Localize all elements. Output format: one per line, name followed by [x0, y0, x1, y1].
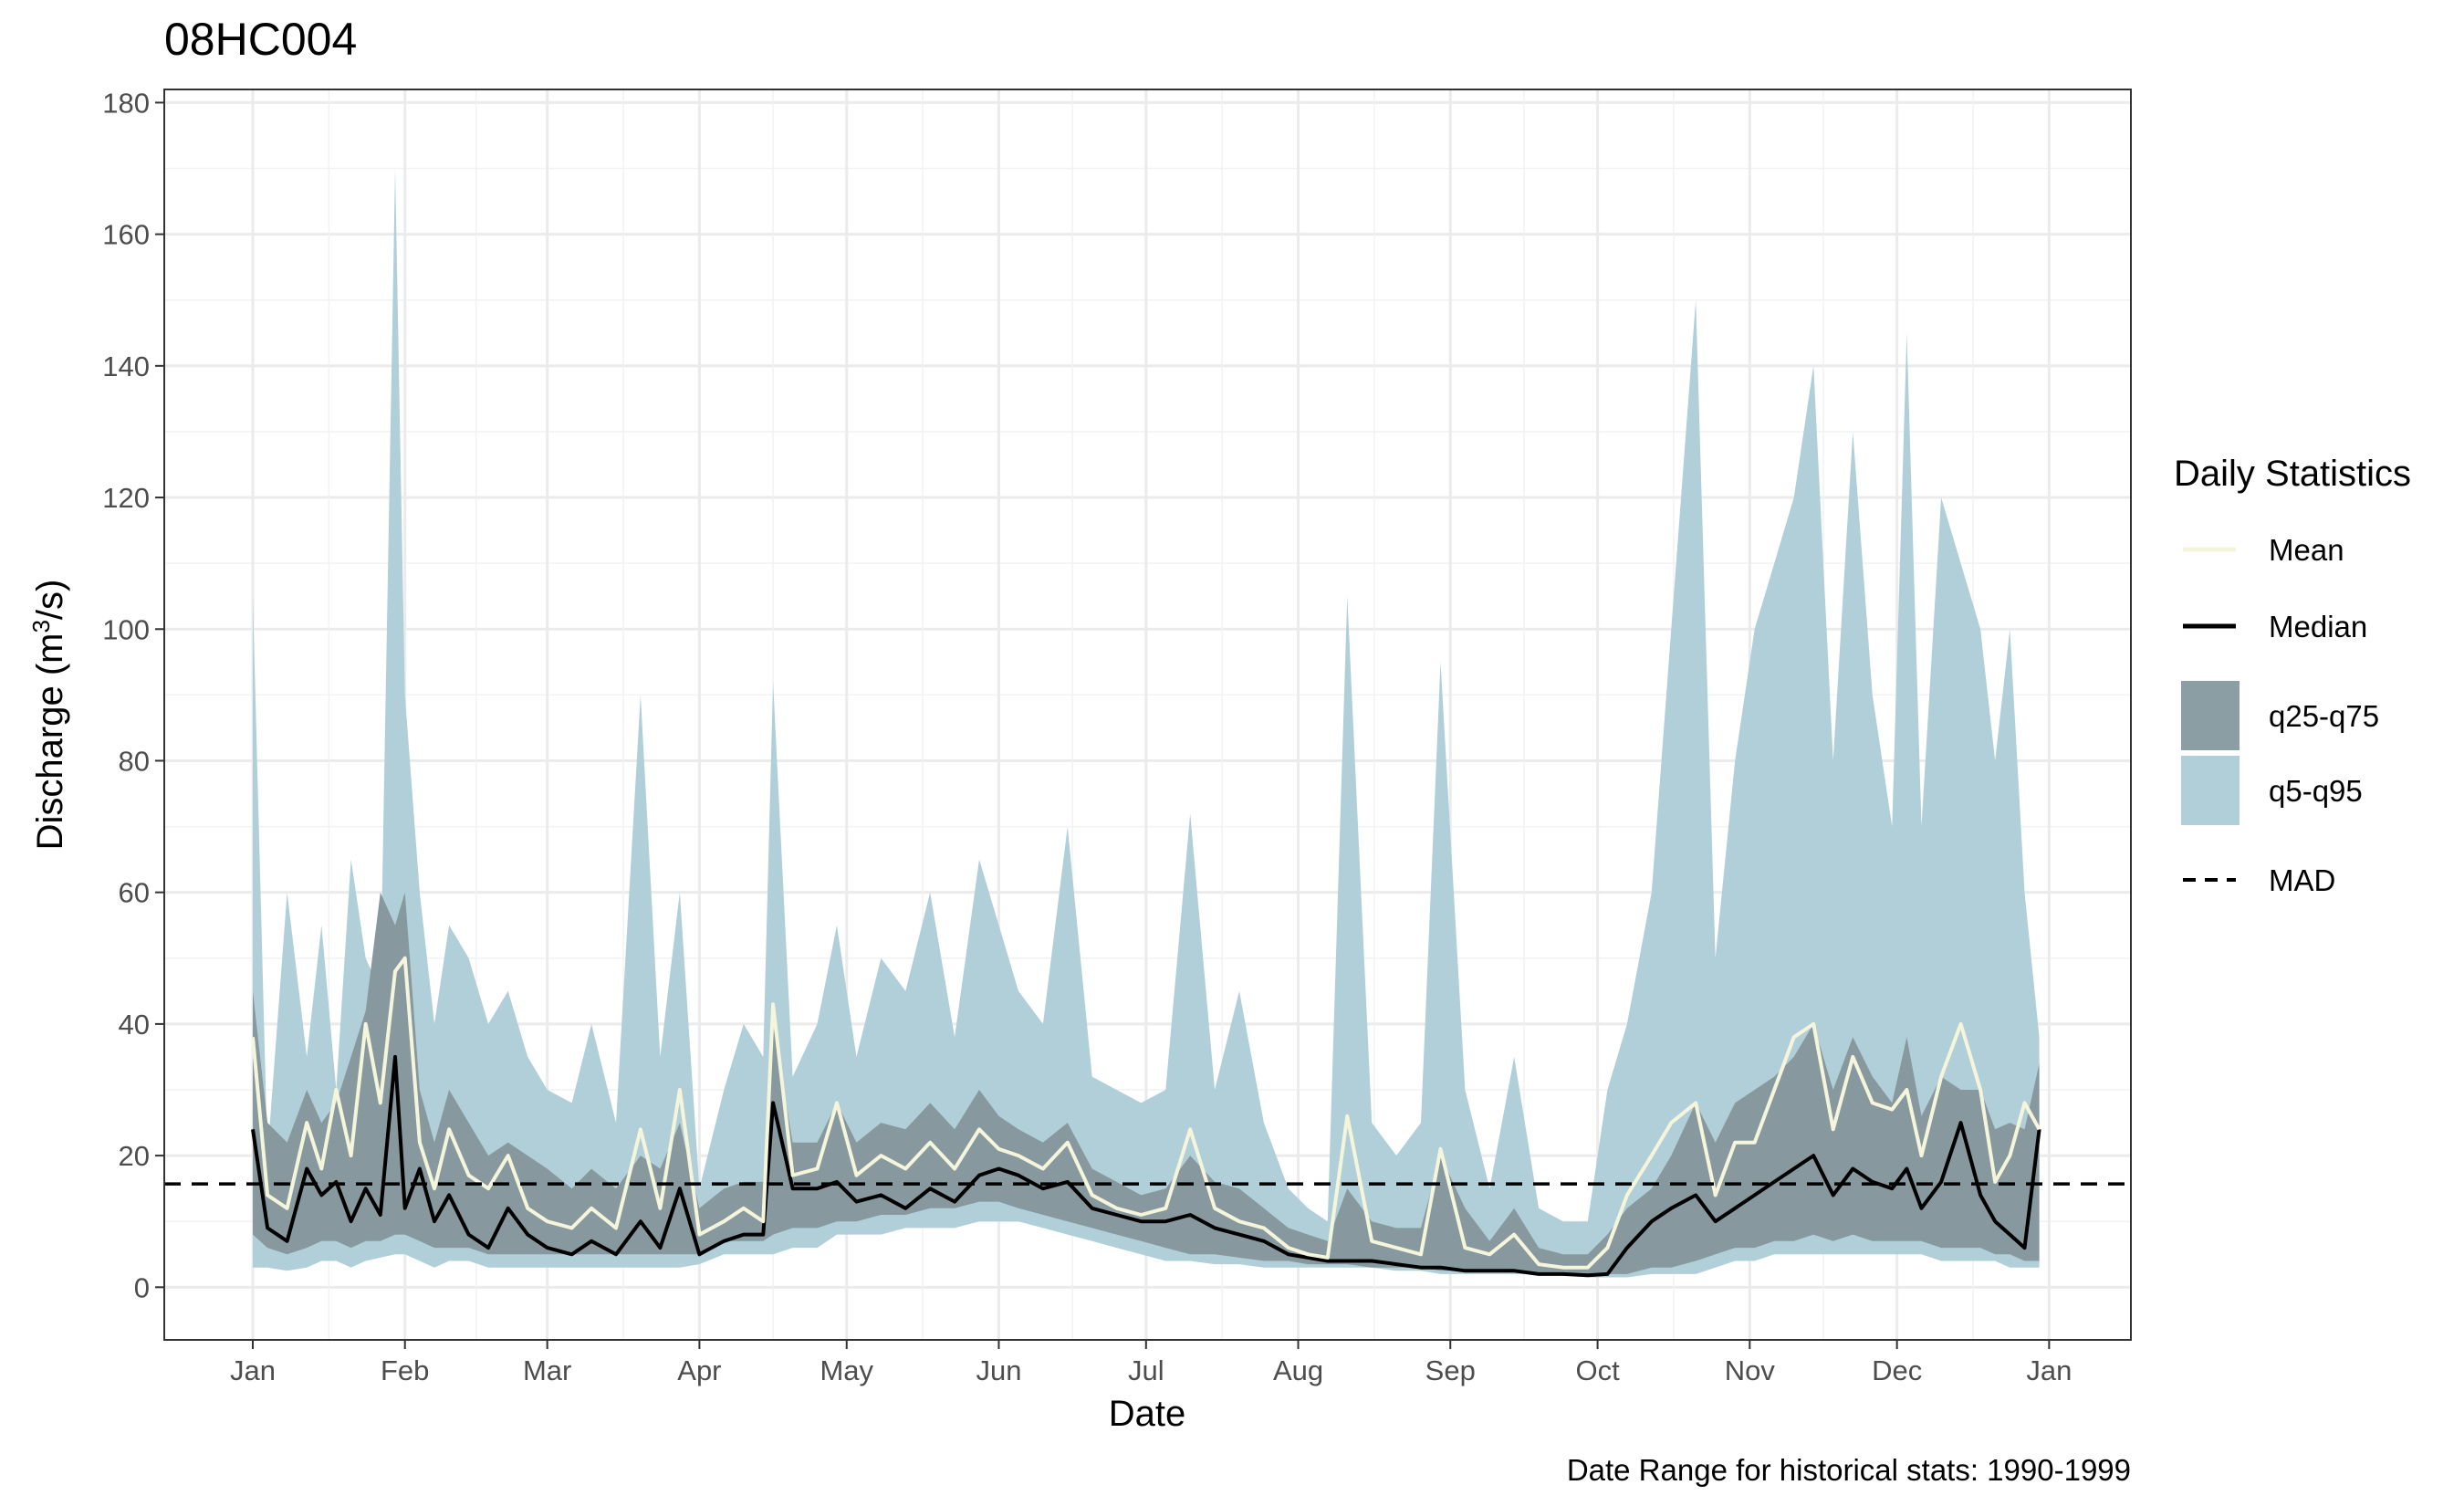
y-tick-label: 40 [119, 1009, 150, 1041]
x-tick-label: May [820, 1354, 873, 1386]
x-tick-label: Nov [1725, 1354, 1776, 1386]
legend-item-mad: MAD [2183, 863, 2335, 897]
panel-border [163, 89, 2132, 1341]
legend-label: q25-q75 [2269, 699, 2379, 733]
series-median-line [251, 1054, 2041, 1278]
legend-item-mean: Mean [2183, 533, 2344, 567]
legend-label: MAD [2269, 863, 2335, 897]
legend: Daily Statistics Mean Median q25-q75 q5-q95… [2174, 454, 2411, 897]
legend-item-q5-q95: q5-q95 [2181, 756, 2363, 825]
y-tick-label: 180 [102, 87, 150, 119]
y-axis-title: Discharge (m3/s) [27, 580, 70, 851]
x-tick-label: Oct [1575, 1354, 1620, 1386]
y-axis-title-sup: 3 [27, 620, 55, 633]
legend-label: q5-q95 [2269, 774, 2363, 808]
x-tick-label: Aug [1273, 1354, 1323, 1386]
legend-label: Median [2269, 610, 2367, 643]
legend-title: Daily Statistics [2174, 454, 2411, 494]
x-axis: Jan Feb Mar Apr May Jun Jul Aug Sep Oct Nov Dec Jan [230, 1340, 2072, 1386]
chart-title: 08HC004 [164, 14, 357, 65]
legend-key-fill [2181, 756, 2240, 825]
legend-items: Mean Median q25-q75 q5-q95 MAD [2181, 533, 2379, 897]
data-layer [164, 168, 2131, 1278]
x-tick-label: Jul [1128, 1354, 1164, 1386]
y-tick-label: 0 [134, 1271, 150, 1303]
y-tick-label: 80 [119, 745, 150, 777]
legend-label: Mean [2269, 533, 2344, 567]
caption: Date Range for historical stats: 1990-19… [1567, 1453, 2131, 1487]
x-tick-label: Jan [230, 1354, 276, 1386]
series-q25-q75-ribbon [253, 892, 2040, 1276]
x-tick-label: Jun [976, 1354, 1021, 1386]
legend-item-median: Median [2183, 610, 2367, 643]
legend-item-q25-q75: q25-q75 [2181, 681, 2379, 750]
x-axis-title: Date [1109, 1394, 1186, 1434]
y-tick-label: 100 [102, 613, 150, 645]
x-tick-label: Jan [2026, 1354, 2072, 1386]
y-tick-label: 140 [102, 350, 150, 382]
y-axis-title-main: Discharge (m [30, 633, 70, 851]
x-tick-label: Mar [523, 1354, 571, 1386]
x-tick-label: Dec [1872, 1354, 1922, 1386]
x-tick-label: Feb [381, 1354, 429, 1386]
x-tick-label: Apr [677, 1354, 721, 1386]
x-tick-label: Sep [1425, 1354, 1476, 1386]
legend-key-fill [2181, 681, 2240, 750]
y-tick-label: 160 [102, 219, 150, 251]
y-tick-label: 60 [119, 877, 150, 909]
y-axis-title-tail: /s) [30, 580, 70, 620]
y-axis: 0 20 40 60 80 100 120 140 160 180 [102, 87, 164, 1303]
y-tick-label: 120 [102, 482, 150, 514]
y-tick-label: 20 [119, 1140, 150, 1172]
